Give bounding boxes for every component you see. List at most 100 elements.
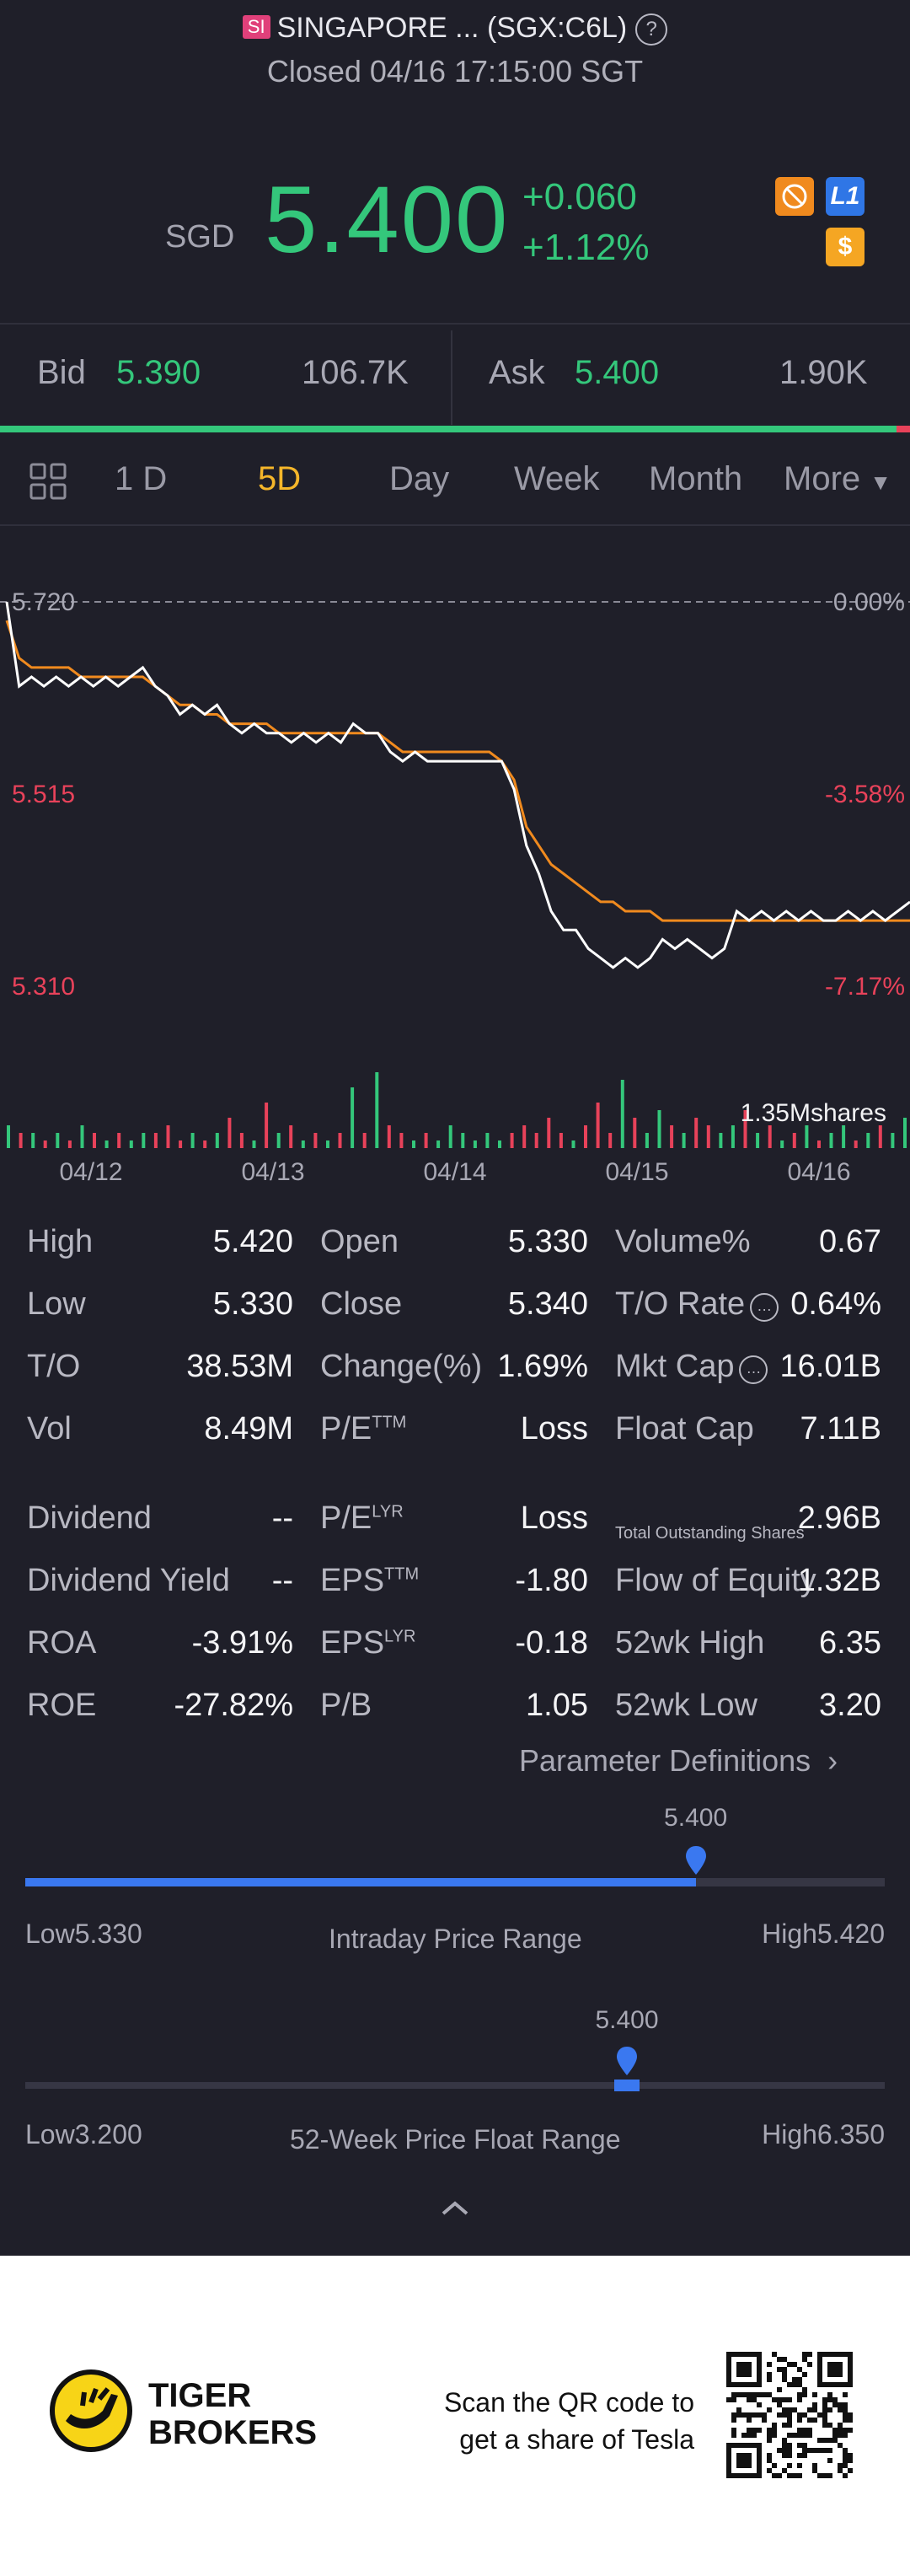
volume-bar xyxy=(780,1140,784,1148)
volume-bar xyxy=(104,1140,109,1148)
stat-value: 5.420 xyxy=(212,1224,293,1259)
stat-label: 52wk Low xyxy=(615,1688,757,1724)
stat-value: 5.340 xyxy=(507,1286,588,1322)
stat-label-text: ROE xyxy=(27,1688,97,1723)
change-percent: +1.12% xyxy=(522,227,650,268)
volume-bar xyxy=(633,1118,637,1148)
volume-bar xyxy=(117,1133,121,1148)
volume-bar xyxy=(276,1133,281,1148)
volume-bar xyxy=(239,1133,244,1148)
stat-label-text: Flow of Equity xyxy=(615,1563,816,1598)
volume-bar xyxy=(301,1140,305,1148)
stat-label-text: EPS xyxy=(320,1625,385,1661)
qr-code-icon[interactable] xyxy=(726,2352,853,2482)
volume-bar xyxy=(362,1133,367,1148)
price-line xyxy=(5,601,910,969)
location-pin-icon xyxy=(683,1844,709,1882)
tab-day[interactable]: Day xyxy=(389,460,450,497)
stat-value: 3.20 xyxy=(819,1688,881,1723)
volume-bar xyxy=(620,1080,624,1148)
volume-bar xyxy=(265,1103,269,1148)
volume-bar xyxy=(547,1118,551,1148)
grid-icon[interactable] xyxy=(29,462,67,505)
parameter-definitions-link[interactable]: Parameter Definitions › xyxy=(519,1743,838,1779)
stat-label: High xyxy=(27,1224,93,1260)
tab-more[interactable]: More ▼ xyxy=(784,460,891,498)
stat-label-text: P/B xyxy=(320,1688,372,1723)
tab-1d[interactable]: 1 D xyxy=(115,460,168,497)
volume-bar xyxy=(768,1125,772,1148)
stat-label-text: 52wk Low xyxy=(615,1688,757,1723)
volume-bar xyxy=(190,1133,195,1148)
stat-value: Loss xyxy=(520,1411,588,1446)
intraday-track xyxy=(25,1878,885,1886)
caret-down-icon: ▼ xyxy=(870,470,891,495)
volume-bar xyxy=(805,1125,809,1148)
stat-label: Vol xyxy=(27,1411,72,1447)
week52-title: 52-Week Price Float Range xyxy=(290,2124,621,2155)
y-tick-right: 0.00% xyxy=(833,588,905,616)
volume-bar xyxy=(399,1133,404,1148)
help-icon[interactable]: ? xyxy=(635,13,668,46)
chevron-up-icon[interactable] xyxy=(438,2197,472,2223)
price-chart[interactable]: 5.720 5.515 5.310 0.00% -3.58% -7.17% 1.… xyxy=(0,523,910,1197)
stat-label: Change(%) xyxy=(320,1349,482,1385)
stat-value: -3.91% xyxy=(191,1625,293,1661)
y-tick-left: 5.515 xyxy=(12,781,75,808)
brand-line2: BROKERS xyxy=(148,2414,318,2451)
stat-label-text: EPS xyxy=(320,1563,385,1598)
stat-label-superscript: LYR xyxy=(372,1502,404,1521)
volume-bar xyxy=(903,1118,907,1148)
y-tick-left: 5.720 xyxy=(12,588,75,616)
volume-bar xyxy=(682,1133,686,1148)
tab-5d[interactable]: 5D xyxy=(258,460,302,497)
volume-bar xyxy=(891,1133,895,1148)
qr-caption: Scan the QR code to get a share of Tesla xyxy=(404,2384,694,2458)
volume-bar xyxy=(694,1118,699,1148)
info-icon[interactable]: … xyxy=(739,1355,768,1384)
parameter-definitions-label: Parameter Definitions xyxy=(519,1743,811,1778)
stat-label-text: ROA xyxy=(27,1625,97,1661)
volume-bar xyxy=(93,1133,96,1148)
stat-label-text: Float Cap xyxy=(615,1411,754,1446)
volume-bar xyxy=(31,1133,35,1148)
bid-ratio-fill xyxy=(0,426,897,432)
volume-bar xyxy=(756,1133,760,1148)
bidask-ratio-bar xyxy=(0,426,910,432)
qr-caption-line2: get a share of Tesla xyxy=(459,2424,694,2455)
bidask-separator xyxy=(451,330,452,425)
intraday-high: High5.420 xyxy=(762,1919,885,1949)
info-icon[interactable]: … xyxy=(750,1293,779,1322)
tab-month[interactable]: Month xyxy=(649,460,743,497)
volume-bar xyxy=(670,1125,674,1148)
week52-marker xyxy=(614,2080,640,2091)
stat-label-text: T/O Rate xyxy=(615,1286,746,1322)
tab-week[interactable]: Week xyxy=(514,460,600,497)
stat-label-text: P/E xyxy=(320,1500,372,1536)
market-status: Closed 04/16 17:15:00 SGT xyxy=(266,54,644,89)
stat-label-text: Low xyxy=(27,1286,86,1322)
stat-label: Total Outstanding Shares xyxy=(615,1511,805,1547)
dollar-icon[interactable]: $ xyxy=(826,228,864,266)
stat-label: Open xyxy=(320,1224,399,1260)
stat-label-text: Total Outstanding Shares xyxy=(615,1524,805,1543)
stat-value: 1.69% xyxy=(497,1349,588,1384)
stat-label: ROA xyxy=(27,1625,96,1661)
week52-high: High6.350 xyxy=(762,2119,885,2149)
level-badge[interactable]: L1 xyxy=(826,177,864,216)
volume-bar xyxy=(498,1140,501,1148)
change-value: +0.060 xyxy=(522,176,637,217)
no-trade-icon[interactable] xyxy=(775,177,814,216)
average-line xyxy=(5,620,910,922)
volume-bar xyxy=(645,1133,649,1148)
stat-label: EPSTTM xyxy=(320,1563,419,1599)
volume-bar xyxy=(203,1140,207,1148)
volume-bar xyxy=(375,1072,379,1148)
volume-bar xyxy=(854,1140,858,1148)
volume-bar xyxy=(842,1125,846,1148)
tab-more-label: More xyxy=(784,460,861,497)
volume-bar xyxy=(228,1118,232,1148)
volume-bar xyxy=(792,1133,796,1148)
divider xyxy=(0,323,910,325)
volume-bar xyxy=(584,1125,587,1148)
